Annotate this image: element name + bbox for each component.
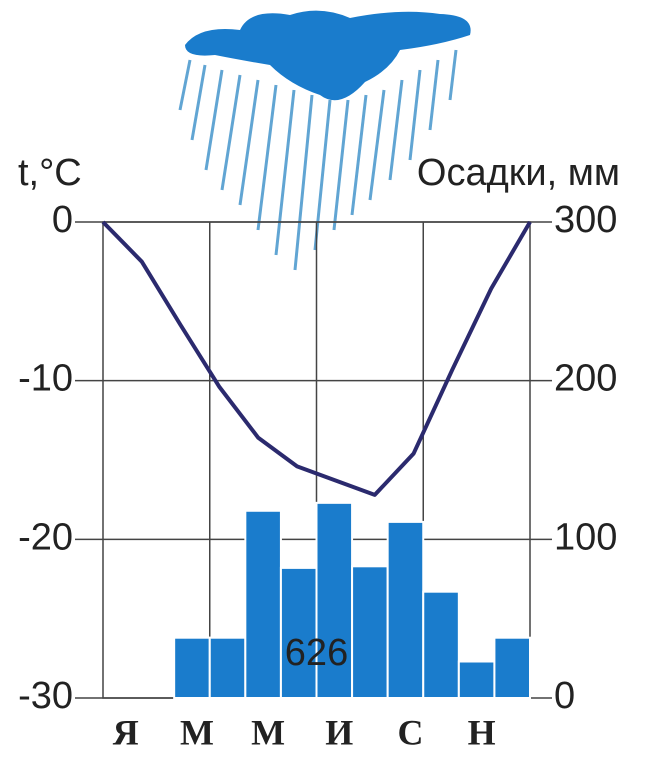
y2-tick-label: 300	[554, 199, 617, 241]
x-tick-label: М	[180, 712, 214, 752]
y2-tick-label: 200	[554, 358, 617, 400]
y2-axis-label: Осадки, мм	[417, 152, 620, 194]
y-tick-label: -20	[18, 516, 73, 558]
x-tick-label: М	[251, 712, 285, 752]
bar	[422, 590, 460, 700]
x-tick-label: Я	[113, 712, 139, 752]
x-tick-label: Н	[468, 712, 496, 752]
x-tick-label: И	[325, 712, 353, 752]
bar	[386, 520, 425, 699]
bar	[279, 566, 318, 699]
annotation: 626	[285, 632, 348, 674]
x-tick-label: С	[397, 712, 423, 752]
y-tick-label: -30	[18, 675, 73, 717]
bar	[315, 501, 354, 699]
y-axis-label: t,°C	[18, 152, 82, 194]
y2-tick-label: 0	[554, 675, 575, 717]
bar	[173, 636, 211, 699]
bar	[493, 636, 531, 699]
rain-cloud	[178, 10, 471, 271]
y-tick-label: -10	[18, 358, 73, 400]
bar	[351, 565, 389, 699]
bar	[208, 636, 247, 699]
y-tick-label: 0	[52, 199, 73, 241]
bar	[244, 509, 282, 700]
temperature-line	[101, 220, 532, 497]
y2-tick-label: 100	[554, 516, 617, 558]
bar	[457, 660, 496, 699]
